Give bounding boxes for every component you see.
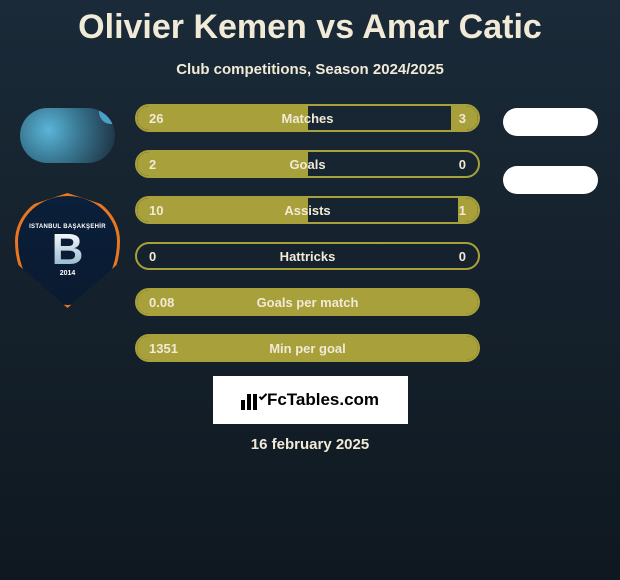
player2-name: Amar Catic [362, 8, 542, 46]
fctables-text: FcTables.com [267, 390, 379, 410]
stat-bar: 2 Goals 0 [135, 150, 480, 178]
stat-value-left: 10 [149, 203, 163, 218]
stat-value-right: 0 [459, 249, 466, 264]
fctables-watermark: FcTables.com [213, 376, 408, 424]
stat-value-left: 26 [149, 111, 163, 126]
player1-avatar [20, 108, 115, 163]
stat-bars: 26Matches32Goals010Assists10Hattricks00.… [135, 98, 480, 362]
stat-label: Goals per match [257, 295, 359, 310]
stat-bar: 0.08 Goals per match [135, 288, 480, 316]
stat-bar: 26 Matches 3 [135, 104, 480, 132]
stat-bar: 1351 Min per goal [135, 334, 480, 362]
stat-bar: 0 Hattricks 0 [135, 242, 480, 270]
stat-label: Hattricks [280, 249, 336, 264]
badge-year: 2014 [60, 270, 76, 277]
stat-value-right: 0 [459, 157, 466, 172]
right-column [480, 98, 620, 194]
stat-value-right: 3 [459, 111, 466, 126]
subtitle: Club competitions, Season 2024/2025 [176, 61, 444, 78]
comparison-title: Olivier Kemen vs Amar Catic [78, 8, 542, 47]
stat-bar: 10 Assists 1 [135, 196, 480, 224]
stat-label: Min per goal [269, 341, 346, 356]
stat-value-left: 0 [149, 249, 156, 264]
vs-text: vs [316, 8, 354, 46]
date-text: 16 february 2025 [251, 436, 369, 453]
player1-name: Olivier Kemen [78, 8, 307, 46]
stat-value-right: 1 [459, 203, 466, 218]
stat-label: Matches [281, 111, 333, 126]
player2-club-avatar [503, 166, 598, 194]
player2-avatar [503, 108, 598, 136]
club-badge: ISTANBUL BAŞAKŞEHİR B 2014 [15, 193, 120, 308]
stat-label: Assists [284, 203, 330, 218]
badge-letter: B [52, 230, 84, 270]
stat-label: Goals [289, 157, 325, 172]
left-column: ISTANBUL BAŞAKŞEHİR B 2014 [0, 98, 135, 308]
stat-value-left: 1351 [149, 341, 178, 356]
stat-value-left: 2 [149, 157, 156, 172]
stat-value-left: 0.08 [149, 295, 174, 310]
content-area: ISTANBUL BAŞAKŞEHİR B 2014 26 Matches 3 2 Go… [0, 98, 620, 362]
chart-icon [241, 390, 261, 410]
